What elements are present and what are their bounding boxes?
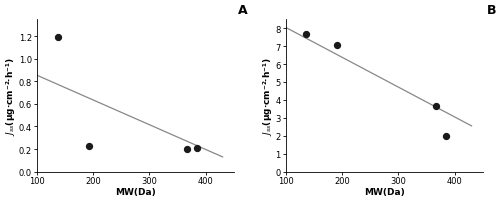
Point: [442, 134, 450, 138]
Text: B: B: [487, 4, 496, 17]
Point: [54, 37, 62, 40]
Point: [302, 34, 310, 37]
Point: [432, 105, 440, 108]
X-axis label: MW(Da): MW(Da): [364, 187, 405, 196]
Text: A: A: [238, 4, 248, 17]
Y-axis label: $J_{ss}$(μg·cm⁻²·h⁻¹): $J_{ss}$(μg·cm⁻²·h⁻¹): [4, 57, 17, 135]
X-axis label: MW(Da): MW(Da): [115, 187, 156, 196]
Point: [194, 147, 202, 150]
Point: [334, 44, 342, 47]
Y-axis label: $J_{ss}$(μg·cm⁻²·h⁻¹): $J_{ss}$(μg·cm⁻²·h⁻¹): [261, 57, 274, 135]
Point: [183, 148, 191, 151]
Point: [84, 144, 92, 148]
